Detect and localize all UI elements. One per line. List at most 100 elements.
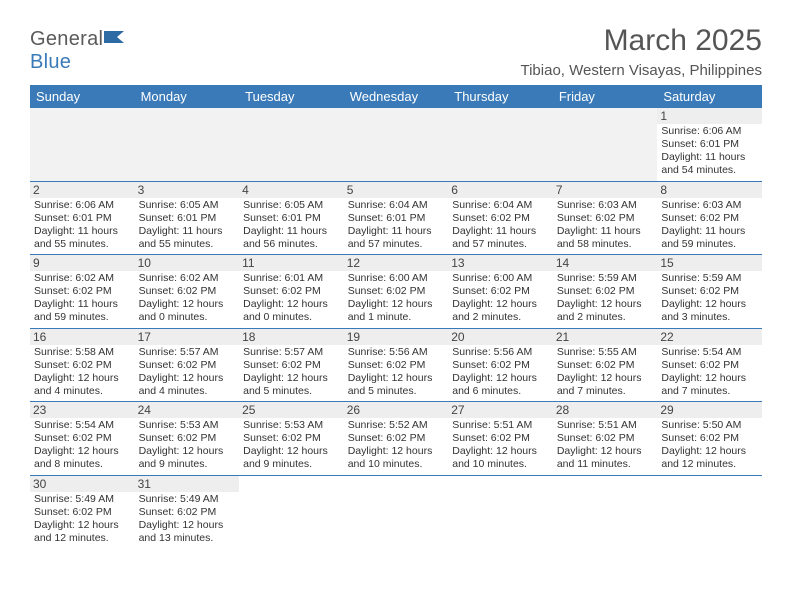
day-number: 22 [657,329,762,345]
day-details: Sunrise: 5:52 AMSunset: 6:02 PMDaylight:… [348,419,445,472]
day-details: Sunrise: 6:01 AMSunset: 6:02 PMDaylight:… [243,272,340,325]
calendar-cell: 15Sunrise: 5:59 AMSunset: 6:02 PMDayligh… [657,255,762,329]
day-details: Sunrise: 5:51 AMSunset: 6:02 PMDaylight:… [557,419,654,472]
flag-icon [104,29,126,45]
day-details: Sunrise: 5:53 AMSunset: 6:02 PMDaylight:… [243,419,340,472]
calendar-cell: 24Sunrise: 5:53 AMSunset: 6:02 PMDayligh… [135,402,240,476]
calendar-cell: 6Sunrise: 6:04 AMSunset: 6:02 PMDaylight… [448,181,553,255]
day-details: Sunrise: 5:54 AMSunset: 6:02 PMDaylight:… [34,419,131,472]
calendar-cell: 25Sunrise: 5:53 AMSunset: 6:02 PMDayligh… [239,402,344,476]
day-details: Sunrise: 5:59 AMSunset: 6:02 PMDaylight:… [661,272,758,325]
weekday-header: Monday [135,85,240,108]
calendar-cell: 9Sunrise: 6:02 AMSunset: 6:02 PMDaylight… [30,255,135,329]
day-details: Sunrise: 5:57 AMSunset: 6:02 PMDaylight:… [243,346,340,399]
day-number: 16 [30,329,135,345]
day-number: 28 [553,402,658,418]
logo-text: GeneralBlue [30,28,126,74]
calendar-cell: 7Sunrise: 6:03 AMSunset: 6:02 PMDaylight… [553,181,658,255]
day-details: Sunrise: 5:54 AMSunset: 6:02 PMDaylight:… [661,346,758,399]
day-number: 10 [135,255,240,271]
day-number: 3 [135,182,240,198]
calendar-cell [30,108,135,181]
calendar-body: 1Sunrise: 6:06 AMSunset: 6:01 PMDaylight… [30,108,762,548]
calendar-cell [239,108,344,181]
calendar-cell: 13Sunrise: 6:00 AMSunset: 6:02 PMDayligh… [448,255,553,329]
day-number: 23 [30,402,135,418]
day-details: Sunrise: 5:59 AMSunset: 6:02 PMDaylight:… [557,272,654,325]
calendar-cell: 31Sunrise: 5:49 AMSunset: 6:02 PMDayligh… [135,475,240,548]
calendar-cell [344,475,449,548]
day-details: Sunrise: 5:57 AMSunset: 6:02 PMDaylight:… [139,346,236,399]
day-number: 2 [30,182,135,198]
day-number: 18 [239,329,344,345]
calendar-cell [135,108,240,181]
calendar-cell [657,475,762,548]
calendar-row: 23Sunrise: 5:54 AMSunset: 6:02 PMDayligh… [30,402,762,476]
calendar-cell [344,108,449,181]
day-number: 24 [135,402,240,418]
day-details: Sunrise: 6:06 AMSunset: 6:01 PMDaylight:… [661,125,758,178]
calendar-cell: 21Sunrise: 5:55 AMSunset: 6:02 PMDayligh… [553,328,658,402]
day-details: Sunrise: 6:03 AMSunset: 6:02 PMDaylight:… [557,199,654,252]
calendar-row: 9Sunrise: 6:02 AMSunset: 6:02 PMDaylight… [30,255,762,329]
day-number: 7 [553,182,658,198]
calendar-cell: 8Sunrise: 6:03 AMSunset: 6:02 PMDaylight… [657,181,762,255]
weekday-header: Sunday [30,85,135,108]
calendar-cell: 20Sunrise: 5:56 AMSunset: 6:02 PMDayligh… [448,328,553,402]
day-details: Sunrise: 6:03 AMSunset: 6:02 PMDaylight:… [661,199,758,252]
calendar-cell: 12Sunrise: 6:00 AMSunset: 6:02 PMDayligh… [344,255,449,329]
calendar-cell: 18Sunrise: 5:57 AMSunset: 6:02 PMDayligh… [239,328,344,402]
calendar-cell: 5Sunrise: 6:04 AMSunset: 6:01 PMDaylight… [344,181,449,255]
location-text: Tibiao, Western Visayas, Philippines [520,62,762,79]
day-number: 20 [448,329,553,345]
calendar-cell [448,108,553,181]
day-details: Sunrise: 6:06 AMSunset: 6:01 PMDaylight:… [34,199,131,252]
day-number: 4 [239,182,344,198]
weekday-header: Tuesday [239,85,344,108]
day-number: 27 [448,402,553,418]
weekday-header: Thursday [448,85,553,108]
title-block: March 2025 Tibiao, Western Visayas, Phil… [520,24,762,79]
calendar-head: SundayMondayTuesdayWednesdayThursdayFrid… [30,85,762,108]
weekday-header: Saturday [657,85,762,108]
day-details: Sunrise: 6:02 AMSunset: 6:02 PMDaylight:… [139,272,236,325]
calendar-cell: 30Sunrise: 5:49 AMSunset: 6:02 PMDayligh… [30,475,135,548]
day-number: 13 [448,255,553,271]
calendar-cell: 28Sunrise: 5:51 AMSunset: 6:02 PMDayligh… [553,402,658,476]
day-number: 8 [657,182,762,198]
calendar-cell: 1Sunrise: 6:06 AMSunset: 6:01 PMDaylight… [657,108,762,181]
day-details: Sunrise: 5:53 AMSunset: 6:02 PMDaylight:… [139,419,236,472]
day-details: Sunrise: 5:49 AMSunset: 6:02 PMDaylight:… [139,493,236,546]
calendar-cell: 22Sunrise: 5:54 AMSunset: 6:02 PMDayligh… [657,328,762,402]
weekday-header: Friday [553,85,658,108]
day-number: 30 [30,476,135,492]
day-number: 1 [657,108,762,124]
calendar-row: 2Sunrise: 6:06 AMSunset: 6:01 PMDaylight… [30,181,762,255]
day-details: Sunrise: 6:00 AMSunset: 6:02 PMDaylight:… [452,272,549,325]
calendar-cell: 23Sunrise: 5:54 AMSunset: 6:02 PMDayligh… [30,402,135,476]
calendar-cell: 10Sunrise: 6:02 AMSunset: 6:02 PMDayligh… [135,255,240,329]
calendar-page: GeneralBlue March 2025 Tibiao, Western V… [0,0,792,558]
calendar-cell [553,108,658,181]
day-details: Sunrise: 5:56 AMSunset: 6:02 PMDaylight:… [348,346,445,399]
day-number: 9 [30,255,135,271]
day-details: Sunrise: 6:02 AMSunset: 6:02 PMDaylight:… [34,272,131,325]
day-details: Sunrise: 5:51 AMSunset: 6:02 PMDaylight:… [452,419,549,472]
day-number: 17 [135,329,240,345]
day-details: Sunrise: 6:05 AMSunset: 6:01 PMDaylight:… [139,199,236,252]
month-title: March 2025 [520,24,762,58]
calendar-cell: 4Sunrise: 6:05 AMSunset: 6:01 PMDaylight… [239,181,344,255]
calendar-cell: 3Sunrise: 6:05 AMSunset: 6:01 PMDaylight… [135,181,240,255]
calendar-row: 16Sunrise: 5:58 AMSunset: 6:02 PMDayligh… [30,328,762,402]
calendar-cell: 29Sunrise: 5:50 AMSunset: 6:02 PMDayligh… [657,402,762,476]
day-number: 11 [239,255,344,271]
day-number: 14 [553,255,658,271]
day-details: Sunrise: 6:04 AMSunset: 6:02 PMDaylight:… [452,199,549,252]
logo-text-b: Blue [30,51,71,73]
calendar-cell [448,475,553,548]
logo: GeneralBlue [30,28,126,74]
day-number: 15 [657,255,762,271]
day-details: Sunrise: 5:55 AMSunset: 6:02 PMDaylight:… [557,346,654,399]
weekday-header: Wednesday [344,85,449,108]
calendar-cell: 19Sunrise: 5:56 AMSunset: 6:02 PMDayligh… [344,328,449,402]
